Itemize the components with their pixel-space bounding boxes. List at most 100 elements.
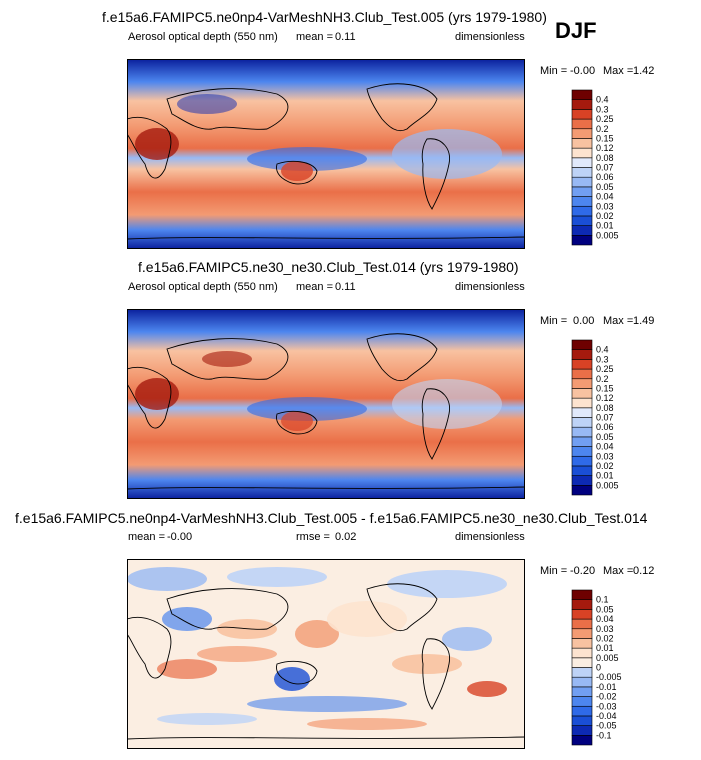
colorbar-label: 0.03 (596, 201, 614, 211)
panel3-mean-value: -0.00 (167, 531, 193, 543)
colorbar-label: 0.02 (596, 461, 614, 471)
panel3-units: dimensionless (455, 531, 525, 543)
panel2-variable: Aerosol optical depth (550 nm) (128, 281, 278, 293)
colorbar-box (571, 667, 593, 678)
colorbar-box (571, 686, 593, 697)
colorbar-box (571, 388, 593, 399)
colorbar-label: 0.08 (596, 403, 614, 413)
colorbar-box (571, 589, 593, 600)
panel2-max-label: Max = (603, 315, 634, 327)
panel3-colorbar: -0.1-0.05-0.04-0.03-0.02-0.01-0.00500.00… (571, 589, 622, 746)
panel3-rmse-label: rmse = (296, 531, 330, 543)
panel1-max-value: 1.42 (633, 65, 655, 77)
panel3-anomaly-patches (127, 567, 507, 730)
colorbar-label: 0.3 (596, 104, 609, 114)
colorbar-label: -0.01 (596, 682, 617, 692)
colorbar-box (571, 696, 593, 707)
colorbar-box (571, 349, 593, 360)
colorbar-box (571, 109, 593, 120)
colorbar-box (571, 186, 593, 197)
panel1-colorbar-labels: 0.0050.010.020.030.040.050.060.070.080.1… (596, 95, 619, 241)
colorbar-box (571, 417, 593, 428)
colorbar-label: 0.4 (596, 345, 609, 355)
colorbar-label: 0.04 (596, 442, 614, 452)
colorbar-box (571, 455, 593, 467)
panel1-colorbar: 0.0050.010.020.030.040.050.060.070.080.1… (571, 89, 619, 246)
panel2-mean-label: mean = (296, 281, 333, 293)
season-label: DJF (555, 18, 597, 43)
colorbar-label: 0.05 (596, 604, 614, 614)
colorbar-box (571, 89, 593, 100)
panel2-high-australia (281, 411, 313, 431)
panel3-map (127, 559, 525, 749)
panel3-colorbar-labels: -0.1-0.05-0.04-0.03-0.02-0.01-0.00500.00… (596, 595, 622, 741)
panel2-min-label: Min = (540, 315, 568, 327)
panel2-colorbar: 0.0050.010.020.030.040.050.060.070.080.1… (571, 339, 619, 496)
colorbar-label: 0.01 (596, 643, 614, 653)
colorbar-box (571, 176, 593, 188)
colorbar-label: 0.05 (596, 432, 614, 442)
colorbar-box (571, 446, 593, 457)
colorbar-box (571, 725, 593, 736)
panel2-map (127, 309, 525, 499)
colorbar-label: -0.03 (596, 701, 617, 711)
colorbar-box (571, 657, 593, 668)
panel1-map (127, 59, 525, 249)
colorbar-box (571, 436, 593, 447)
colorbar-label: 0.15 (596, 133, 614, 143)
colorbar-label: 0.2 (596, 124, 609, 134)
colorbar-box (571, 485, 593, 496)
colorbar-label: 0.25 (596, 364, 614, 374)
panel2-units: dimensionless (455, 281, 525, 293)
colorbar-box (571, 138, 593, 149)
colorbar-box (571, 426, 593, 438)
colorbar-box (571, 167, 593, 178)
colorbar-label: 0.06 (596, 422, 614, 432)
panel3-min-value: -0.20 (570, 565, 596, 577)
colorbar-label: 0.07 (596, 413, 614, 423)
colorbar-box (571, 705, 593, 717)
colorbar-box (571, 235, 593, 246)
colorbar-label: 0.2 (596, 374, 609, 384)
colorbar-label: 0.1 (596, 595, 609, 605)
colorbar-label: -0.04 (596, 711, 617, 721)
panel1-mean-value: 0.11 (335, 31, 356, 43)
colorbar-label: 0.3 (596, 354, 609, 364)
panel2-frame (127, 309, 525, 499)
panel2-min-value: 0.00 (573, 315, 595, 327)
colorbar-box (571, 359, 593, 370)
panel2-high-asia (202, 351, 252, 367)
panel2-colorbar-labels: 0.0050.010.020.030.040.050.060.070.080.1… (596, 345, 619, 491)
colorbar-label: 0.07 (596, 163, 614, 173)
colorbar-box (571, 628, 593, 639)
panel3-colorbar-boxes (571, 589, 593, 746)
panel1-min-value: -0.00 (570, 65, 596, 77)
colorbar-label: 0.005 (596, 480, 619, 490)
colorbar-box (571, 715, 593, 726)
colorbar-box (571, 339, 593, 350)
colorbar-label: 0.04 (596, 614, 614, 624)
panel1-mean-label: mean = (296, 31, 333, 43)
panel3-min-label: Min = (540, 565, 568, 577)
colorbar-box (571, 676, 593, 688)
colorbar-label: 0.03 (596, 624, 614, 634)
colorbar-box (571, 157, 593, 168)
colorbar-box (571, 196, 593, 207)
panel1-min-label: Min = (540, 65, 568, 77)
colorbar-box (571, 147, 593, 159)
colorbar-box (571, 205, 593, 217)
colorbar-label: 0.12 (596, 393, 614, 403)
colorbar-box (571, 407, 593, 418)
panel1-title: f.e15a6.FAMIPC5.ne0np4-VarMeshNH3.Club_T… (102, 9, 547, 25)
colorbar-label: 0.08 (596, 153, 614, 163)
colorbar-label: 0.005 (596, 653, 619, 663)
colorbar-box (571, 609, 593, 620)
colorbar-label: 0.03 (596, 451, 614, 461)
colorbar-box (571, 225, 593, 236)
colorbar-label: 0.4 (596, 95, 609, 105)
colorbar-box (571, 618, 593, 630)
panel1-high-australia (281, 161, 313, 181)
panel3-max-value: 0.12 (633, 565, 655, 577)
panel2-colorbar-boxes (571, 339, 593, 496)
panel3-title: f.e15a6.FAMIPC5.ne0np4-VarMeshNH3.Club_T… (15, 510, 648, 526)
